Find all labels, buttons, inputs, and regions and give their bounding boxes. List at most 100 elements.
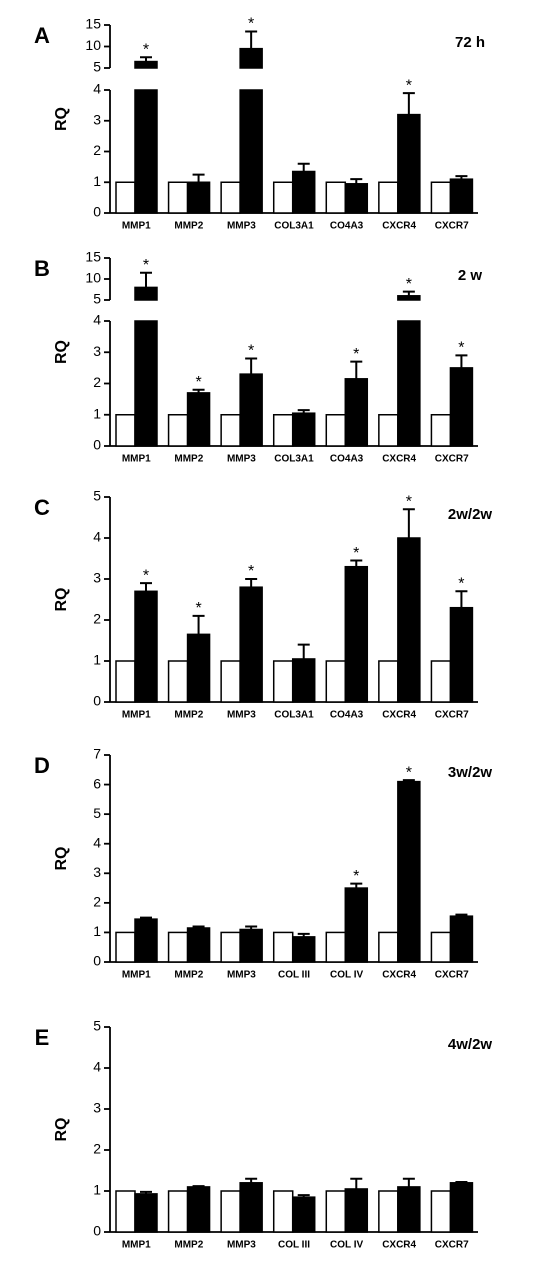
- bar: [397, 113, 421, 214]
- significance-marker: *: [248, 16, 254, 33]
- y-tick-label: 5: [93, 488, 101, 504]
- bar: [220, 1190, 241, 1233]
- y-tick-label: 3: [93, 343, 101, 359]
- error-bar: [350, 178, 363, 184]
- x-tick-label: CXCR4: [382, 454, 416, 465]
- y-tick-label: 5: [93, 291, 101, 307]
- y-tick-label: 0: [93, 204, 101, 220]
- x-tick-label: COL3A1: [274, 454, 314, 465]
- x-tick-label: COL IV: [330, 1240, 363, 1251]
- bar: [344, 183, 369, 214]
- bar: [325, 414, 347, 447]
- bar: [430, 660, 452, 703]
- x-tick-label: CXCR7: [435, 970, 469, 981]
- y-tick-label: 2: [93, 1141, 101, 1157]
- error-bar: [140, 582, 152, 592]
- significance-marker: *: [406, 494, 412, 511]
- error-bar: [402, 779, 415, 782]
- y-tick-label: 2: [93, 611, 101, 627]
- bar: [378, 660, 399, 703]
- y-axis-label: RQ: [53, 340, 70, 364]
- significance-marker: *: [458, 340, 464, 357]
- y-tick-label: 10: [85, 270, 101, 286]
- significance-marker: *: [143, 41, 149, 58]
- bar: [449, 915, 474, 963]
- x-tick-label: MMP2: [174, 710, 203, 721]
- significance-marker: *: [195, 374, 201, 391]
- error-bar: [245, 578, 258, 588]
- panel-letter: A: [34, 23, 50, 48]
- bar: [239, 373, 263, 447]
- x-tick-label: MMP1: [122, 710, 151, 721]
- y-tick-label: 1: [93, 173, 101, 189]
- bar: [397, 780, 421, 963]
- bar: [378, 414, 399, 447]
- bar: [167, 414, 189, 447]
- x-tick-label: MMP1: [122, 454, 151, 465]
- bar: [397, 320, 421, 447]
- error-bar: [402, 1177, 415, 1187]
- y-tick-label: 3: [93, 570, 101, 586]
- bar: [134, 320, 158, 447]
- significance-marker: *: [195, 600, 201, 617]
- error-bar: [192, 173, 205, 183]
- error-bar: [245, 30, 258, 49]
- bar: [344, 887, 369, 963]
- error-bar: [140, 916, 152, 920]
- y-tick-label: 2: [93, 142, 101, 158]
- error-bar: [297, 1194, 310, 1198]
- y-tick-label: 1: [93, 652, 101, 668]
- x-tick-label: COL III: [278, 970, 310, 981]
- bar: [239, 89, 263, 214]
- error-bar: [297, 643, 310, 659]
- significance-marker: *: [353, 868, 359, 885]
- y-tick-label: 7: [93, 746, 101, 762]
- bar: [449, 178, 474, 214]
- y-tick-label: 4: [93, 529, 101, 545]
- significance-marker: *: [406, 276, 412, 293]
- bar: [134, 89, 158, 214]
- significance-marker: *: [458, 576, 464, 593]
- error-bar: [192, 1185, 205, 1188]
- x-tick-label: MMP3: [227, 970, 256, 981]
- bar: [239, 1182, 263, 1233]
- bar: [167, 181, 189, 214]
- bar: [272, 660, 294, 703]
- y-axis-label: RQ: [53, 107, 70, 131]
- error-bar: [455, 913, 468, 917]
- bar: [239, 586, 263, 703]
- x-tick-label: COL3A1: [274, 221, 314, 232]
- bar: [167, 1190, 189, 1233]
- x-tick-label: MMP3: [227, 454, 256, 465]
- bar: [186, 927, 211, 963]
- bar: [430, 931, 452, 963]
- bar: [430, 414, 452, 447]
- y-tick-label: 4: [93, 81, 101, 97]
- y-tick-label: 0: [93, 437, 101, 453]
- y-tick-label: 5: [93, 1018, 101, 1034]
- significance-marker: *: [143, 567, 149, 584]
- bar-upper: [134, 286, 158, 301]
- bar: [449, 1182, 474, 1233]
- bar: [272, 414, 294, 447]
- x-tick-label: CXCR4: [382, 1240, 416, 1251]
- error-bar: [455, 590, 468, 608]
- condition-label: 2 w: [458, 267, 483, 284]
- error-bar: [455, 354, 468, 368]
- panel-letter: B: [34, 256, 50, 281]
- bar: [344, 378, 369, 447]
- y-tick-label: 10: [85, 37, 101, 53]
- x-tick-label: MMP3: [227, 710, 256, 721]
- y-axis-label: RQ: [53, 1118, 70, 1142]
- error-bar: [297, 162, 310, 172]
- x-tick-label: MMP2: [174, 454, 203, 465]
- panel-letter: D: [34, 753, 50, 778]
- y-tick-label: 15: [85, 16, 101, 32]
- x-tick-label: MMP2: [174, 1240, 203, 1251]
- significance-marker: *: [143, 257, 149, 274]
- bar: [134, 1193, 158, 1233]
- bar: [430, 1190, 452, 1233]
- bar: [134, 918, 158, 963]
- x-tick-label: COL IV: [330, 970, 363, 981]
- y-tick-label: 5: [93, 59, 101, 75]
